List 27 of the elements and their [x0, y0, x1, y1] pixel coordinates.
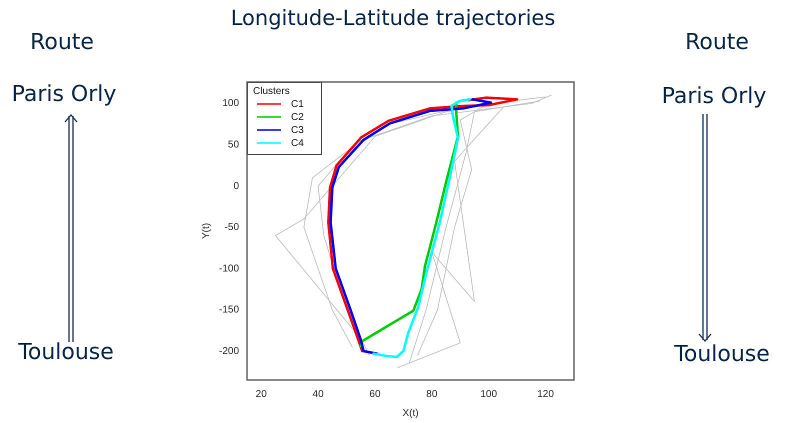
text: Paris Orly	[12, 82, 116, 107]
x-tick-label: 20	[256, 388, 268, 400]
y-tick-label: 100	[222, 98, 240, 110]
text: Toulouse	[674, 342, 770, 367]
y-tick-label: -150	[219, 304, 240, 316]
x-tick-label: 60	[369, 388, 381, 400]
y-tick-label: -50	[224, 222, 240, 234]
legend-label: C3	[291, 124, 304, 136]
legend-label: C2	[291, 112, 304, 123]
legend-title: Clusters	[253, 86, 290, 97]
y-tick-label: -100	[219, 263, 240, 274]
text: Route	[30, 30, 94, 55]
x-tick-label: 40	[312, 388, 324, 400]
text: Route	[685, 30, 749, 55]
y-axis-title: Y(t)	[200, 222, 212, 240]
legend-label: C4	[291, 138, 304, 149]
y-tick-label: 0	[233, 180, 240, 192]
y-tick-label: 50	[228, 139, 240, 150]
x-tick-label: 80	[426, 388, 438, 400]
x-tick-label: 100	[480, 388, 498, 400]
y-tick-label: -200	[219, 346, 240, 357]
text: Paris Orly	[662, 84, 766, 109]
text: Toulouse	[18, 340, 114, 365]
x-axis-title: X(t)	[402, 408, 419, 419]
x-tick-label: 120	[537, 388, 554, 400]
legend-label: C1	[291, 98, 304, 110]
chart-title: Longitude-Latitude trajectories	[230, 6, 556, 30]
